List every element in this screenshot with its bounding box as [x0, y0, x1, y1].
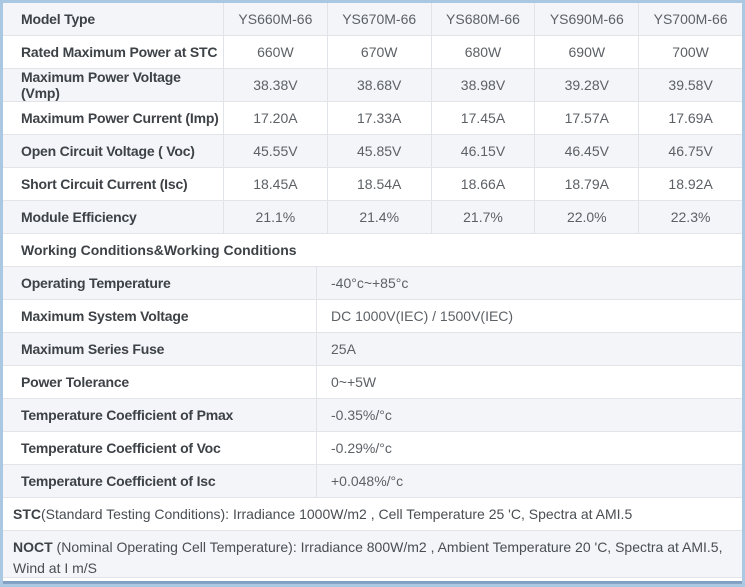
table-row-voc: Open Circuit Voltage ( Voc) 45.55V 45.85… [3, 135, 742, 168]
table-row-rated-power: Rated Maximum Power at STC 660W 670W 680… [3, 36, 742, 69]
spec-value: 17.69A [638, 102, 742, 134]
condition-value: DC 1000V(IEC) / 1500V(IEC) [316, 300, 742, 332]
spec-value: 46.15V [430, 135, 535, 167]
footnote-noct-abbr: NOCT [13, 539, 53, 555]
column-header-model: YS670M-66 [326, 3, 431, 35]
column-header-model: YS690M-66 [534, 3, 638, 35]
spec-value: 18.54A [326, 168, 431, 200]
condition-value: -0.35%/°c [316, 399, 742, 431]
condition-value: 0~+5W [316, 366, 742, 398]
row-label: Power Tolerance [21, 374, 130, 390]
row-label: Maximum Power Voltage (Vmp) [21, 69, 181, 101]
table-row-imp: Maximum Power Current (Imp) 17.20A 17.33… [3, 102, 742, 135]
spec-value: 39.28V [534, 69, 638, 101]
column-header-model: YS700M-66 [638, 3, 742, 35]
spec-value: 45.55V [223, 135, 327, 167]
table-row-efficiency: Module Efficiency 21.1% 21.4% 21.7% 22.0… [3, 201, 742, 234]
row-label: Short Circuit Current (Isc) [21, 176, 188, 192]
condition-value: -40°c~+85°c [316, 267, 742, 299]
table-row-vmp: Maximum Power Voltage (Vmp) 38.38V 38.68… [3, 69, 742, 102]
row-label: Rated Maximum Power at STC [21, 44, 218, 60]
spec-value: 38.68V [326, 69, 431, 101]
table-header-row: Model Type YS660M-66 YS670M-66 YS680M-66… [3, 3, 742, 36]
spec-value: 21.7% [430, 201, 535, 233]
table-row-operating-temperature: Operating Temperature -40°c~+85°c [3, 267, 742, 300]
condition-value: -0.29%/°c [316, 432, 742, 464]
spec-value: 39.58V [638, 69, 742, 101]
row-label: Module Efficiency [21, 209, 137, 225]
row-label: Maximum Power Current (Imp) [21, 110, 219, 126]
spec-value: 46.75V [638, 135, 742, 167]
bottom-divider-bar [3, 581, 742, 584]
row-label: Open Circuit Voltage ( Voc) [21, 143, 195, 159]
column-header-model-type: Model Type [21, 11, 95, 27]
spec-value: 45.85V [326, 135, 431, 167]
footnote-stc-text: (Standard Testing Conditions): Irradianc… [41, 505, 633, 522]
spec-value: 690W [534, 36, 638, 68]
footnote-noct: NOCT (Nominal Operating Cell Temperature… [3, 531, 742, 578]
spec-value: 22.3% [638, 201, 742, 233]
row-label: Temperature Coefficient of Voc [21, 440, 221, 456]
spec-value: 17.57A [534, 102, 638, 134]
table-row-max-system-voltage: Maximum System Voltage DC 1000V(IEC) / 1… [3, 300, 742, 333]
row-label: Maximum Series Fuse [21, 341, 165, 357]
row-label: Operating Temperature [21, 275, 171, 291]
footnote-stc-abbr: STC [13, 505, 41, 522]
model-spec-section: Model Type YS660M-66 YS670M-66 YS680M-66… [3, 3, 742, 234]
table-row-max-series-fuse: Maximum Series Fuse 25A [3, 333, 742, 366]
spec-value: 680W [430, 36, 535, 68]
table-row-temp-coeff-pmax: Temperature Coefficient of Pmax -0.35%/°… [3, 399, 742, 432]
section-header-working-conditions: Working Conditions&Working Conditions [3, 234, 742, 267]
table-row-power-tolerance: Power Tolerance 0~+5W [3, 366, 742, 399]
spec-value: 18.79A [534, 168, 638, 200]
row-label: Temperature Coefficient of Pmax [21, 407, 234, 423]
row-label: Temperature Coefficient of Isc [21, 473, 216, 489]
footnote-stc: STC(Standard Testing Conditions): Irradi… [3, 498, 742, 531]
footnote-noct-text: (Nominal Operating Cell Temperature): Ir… [13, 539, 723, 576]
row-label: Maximum System Voltage [21, 308, 189, 324]
spec-value: 17.45A [430, 102, 535, 134]
spec-value: 21.4% [326, 201, 431, 233]
spec-value: 18.92A [638, 168, 742, 200]
table-row-temp-coeff-isc: Temperature Coefficient of Isc +0.048%/°… [3, 465, 742, 498]
spec-value: 46.45V [534, 135, 638, 167]
spec-value: 38.98V [430, 69, 535, 101]
spec-value: 700W [638, 36, 742, 68]
condition-value: +0.048%/°c [316, 465, 742, 497]
spec-value: 17.20A [223, 102, 327, 134]
working-conditions-section: Operating Temperature -40°c~+85°c Maximu… [3, 267, 742, 498]
column-header-model: YS660M-66 [223, 3, 327, 35]
spec-value: 18.66A [430, 168, 535, 200]
spec-value: 38.38V [223, 69, 327, 101]
spec-value: 670W [326, 36, 431, 68]
table-row-temp-coeff-voc: Temperature Coefficient of Voc -0.29%/°c [3, 432, 742, 465]
spec-value: 660W [223, 36, 327, 68]
spec-value: 17.33A [326, 102, 431, 134]
spec-value: 18.45A [223, 168, 327, 200]
condition-value: 25A [316, 333, 742, 365]
spec-value: 21.1% [223, 201, 327, 233]
spec-value: 22.0% [534, 201, 638, 233]
table-row-isc: Short Circuit Current (Isc) 18.45A 18.54… [3, 168, 742, 201]
column-header-model: YS680M-66 [430, 3, 535, 35]
